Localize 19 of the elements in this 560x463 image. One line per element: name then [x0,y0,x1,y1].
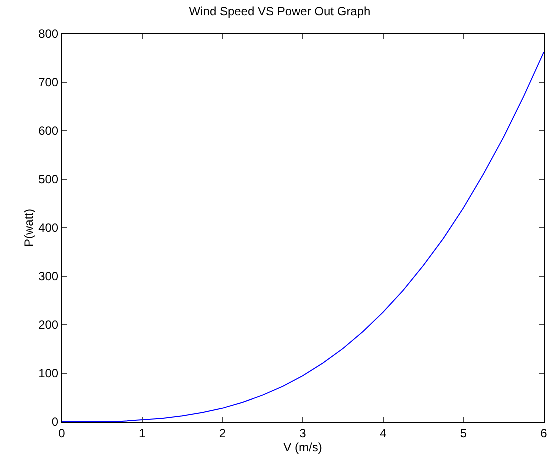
y-tick-label: 300 [38,270,59,284]
x-tick-label: 5 [460,426,468,440]
y-tick-label: 700 [38,76,59,90]
y-tick-label: 800 [38,27,59,42]
x-tick-label: 2 [219,426,226,440]
x-tick-label: 4 [380,426,387,440]
y-tick-label: 400 [38,221,59,236]
x-tick-label: 6 [540,426,548,440]
line-series [62,52,544,422]
x-tick-label: 3 [300,426,307,440]
y-tick-label: 500 [38,172,59,187]
y-tick-label: 600 [38,124,59,138]
x-tick-label: 1 [138,426,146,440]
y-axis-title: P(watt) [22,208,36,248]
y-tick-label: 100 [38,366,59,381]
x-axis-title: V (m/s) [284,440,322,454]
chart-title: Wind Speed VS Power Out Graph [189,4,371,18]
y-tick-label: 200 [38,318,59,332]
y-tick-label: 0 [52,415,59,430]
